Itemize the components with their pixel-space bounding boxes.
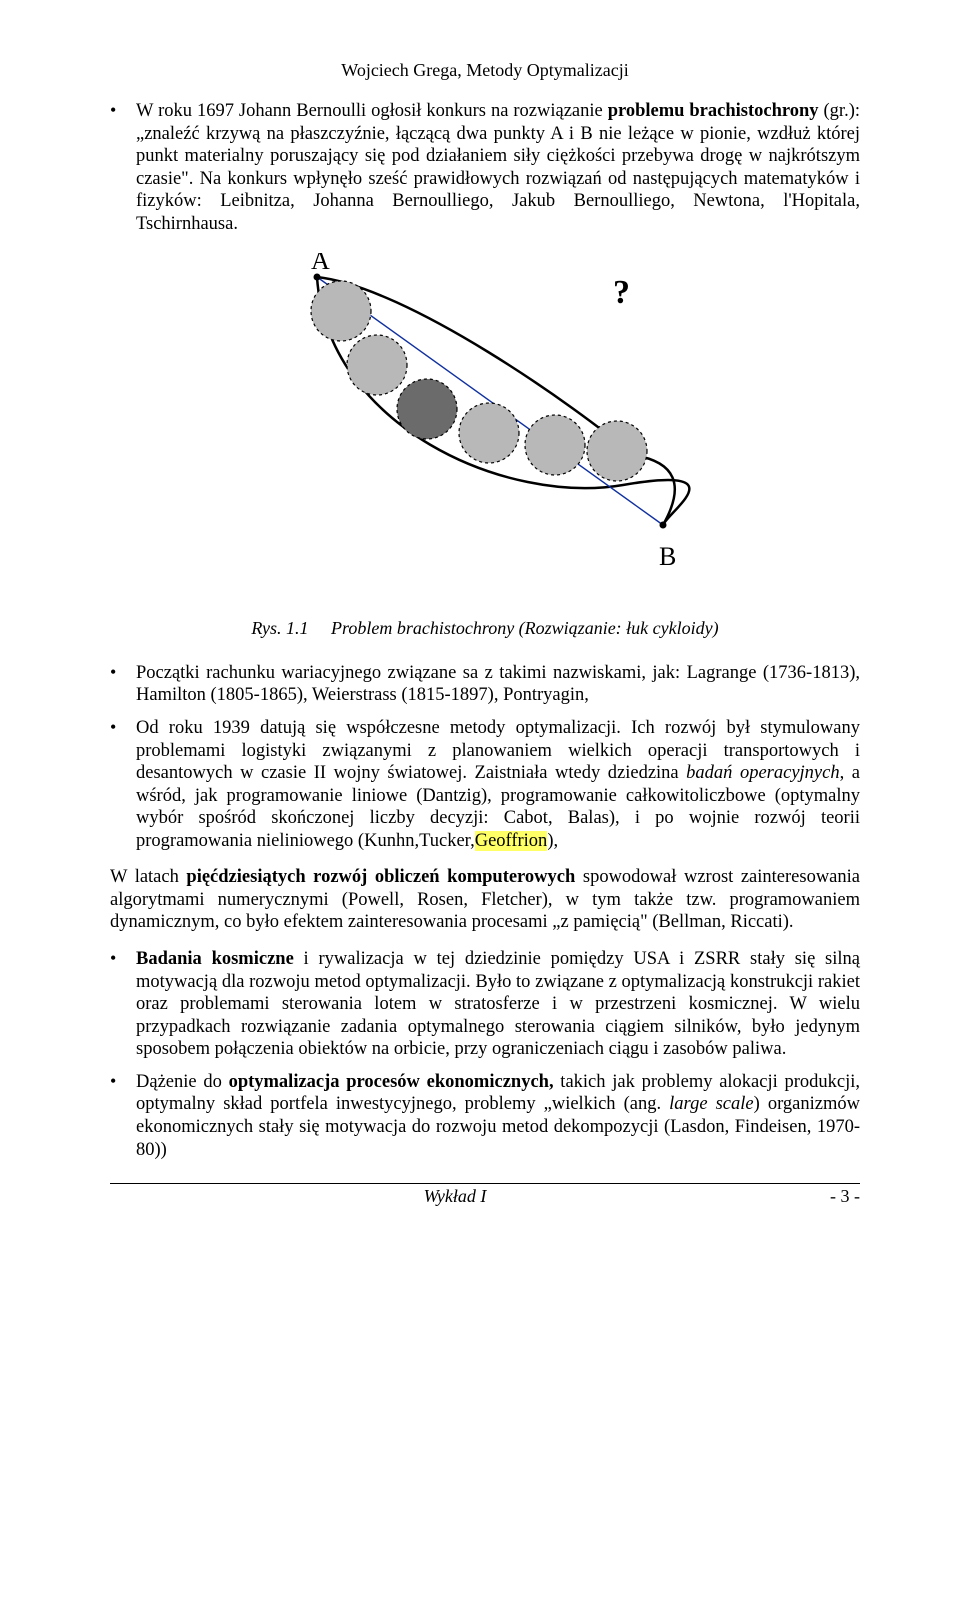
page-header: Wojciech Grega, Metody Optymalizacji: [110, 60, 860, 82]
bullet-text: Dążenie do optymalizacja procesów ekonom…: [136, 1071, 860, 1161]
bullet-text: Od roku 1939 datują się współczesne meto…: [136, 717, 860, 852]
t: W roku 1697 Johann Bernoulli ogłosił kon…: [136, 101, 608, 121]
caption-text: Problem brachistochrony (Rozwiązanie: łu…: [331, 618, 719, 638]
footer-page: - 3 -: [800, 1186, 860, 1208]
page: Wojciech Grega, Metody Optymalizacji • W…: [0, 0, 960, 1612]
bullet-1939: • Od roku 1939 datują się współczesne me…: [110, 717, 860, 852]
svg-text:B: B: [659, 542, 676, 571]
figure-brachistochrone: A? B: [110, 253, 860, 610]
footer-title: Wykład I: [110, 1186, 800, 1208]
bullet-variational: • Początki rachunku wariacyjnego związan…: [110, 662, 860, 707]
svg-text:?: ?: [613, 274, 630, 311]
t: Dążenie do: [136, 1072, 229, 1092]
t: W latach: [110, 867, 186, 887]
page-footer: Wykład I - 3 -: [110, 1186, 860, 1208]
bullet-text: Początki rachunku wariacyjnego związane …: [136, 662, 860, 707]
bullet-economy: • Dążenie do optymalizacja procesów ekon…: [110, 1071, 860, 1161]
bullet-dot-icon: •: [110, 662, 136, 707]
highlight-geoffrion: Geoffrion: [475, 831, 548, 851]
para-fifties: W latach pięćdziesiątych rozwój obliczeń…: [110, 866, 860, 934]
bullet-dot-icon: •: [110, 948, 136, 1061]
brachistochrone-diagram: A? B: [245, 253, 725, 603]
t-bold: Badania kosmiczne: [136, 949, 294, 969]
bullet-space: • Badania kosmiczne i rywalizacja w tej …: [110, 948, 860, 1061]
bullet-dot-icon: •: [110, 717, 136, 852]
bullet-dot-icon: •: [110, 1071, 136, 1161]
t-italic: large scale: [669, 1094, 753, 1114]
bullet-dot-icon: •: [110, 100, 136, 235]
bullet-text: Badania kosmiczne i rywalizacja w tej dz…: [136, 948, 860, 1061]
bullet-brachistochrone: • W roku 1697 Johann Bernoulli ogłosił k…: [110, 100, 860, 235]
bullet-text: W roku 1697 Johann Bernoulli ogłosił kon…: [136, 100, 860, 235]
t-bold: problemu brachistochrony: [608, 101, 819, 121]
svg-text:A: A: [311, 253, 330, 275]
t-italic: badań operacyjnych: [686, 763, 839, 783]
caption-lead: Rys. 1.1: [251, 618, 308, 638]
footer-rule: [110, 1183, 860, 1184]
t-bold: pięćdziesiątych rozwój obliczeń komputer…: [186, 867, 575, 887]
t: ),: [547, 831, 558, 851]
t-bold: optymalizacja procesów ekonomicznych,: [229, 1072, 554, 1092]
figure-caption: Rys. 1.1 Problem brachistochrony (Rozwią…: [110, 618, 860, 640]
